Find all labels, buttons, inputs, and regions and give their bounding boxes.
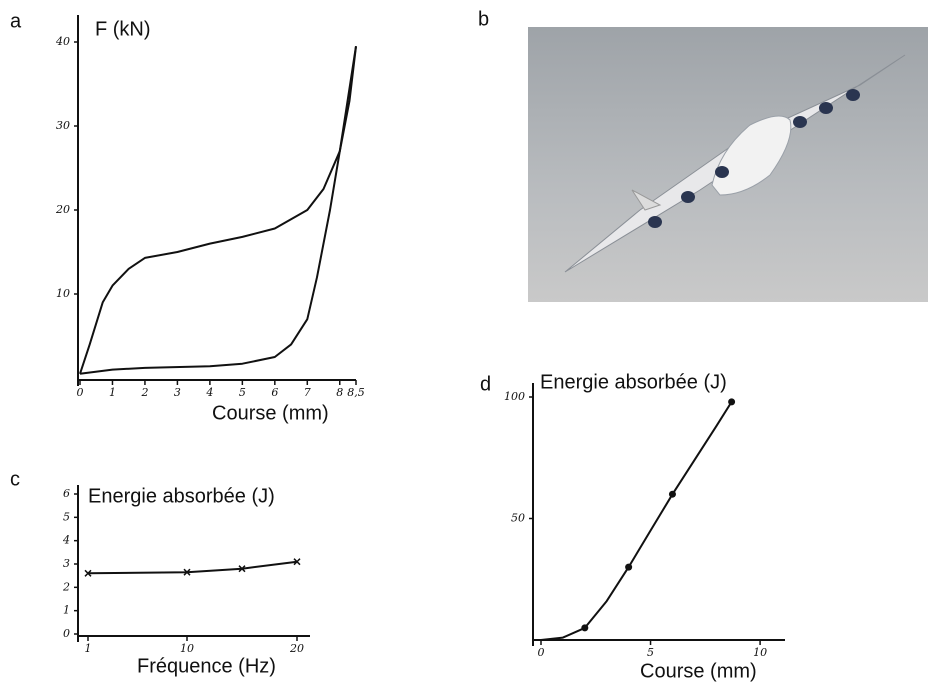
x-tick-label: 5 <box>239 386 246 399</box>
data-line <box>79 46 357 375</box>
x-tick-label: 8,5 <box>347 386 365 399</box>
x-tick-label: 3 <box>174 386 181 399</box>
x-tick-label: 0 <box>538 646 545 659</box>
data-point <box>84 569 92 577</box>
photo-fuselage <box>711 115 792 196</box>
panel-label: d <box>480 373 491 395</box>
panel-label: b <box>478 8 489 30</box>
y-tick-label: 3 <box>63 557 70 570</box>
y-tick-label: 6 <box>63 487 70 500</box>
panel-label: a <box>10 10 22 32</box>
data-point <box>238 565 246 573</box>
photo-engine <box>715 166 729 178</box>
x-tick-label: 20 <box>289 642 304 655</box>
x-tick-label: 5 <box>647 646 654 659</box>
data-point <box>728 398 736 406</box>
y-tick-label: 1 <box>63 604 70 617</box>
y-tick-label: 50 <box>511 512 525 525</box>
photo-engine <box>793 116 807 128</box>
data-point <box>668 490 676 498</box>
x-tick-label: 6 <box>271 386 278 399</box>
x-tick-label: 10 <box>753 646 767 659</box>
panel-label: c <box>10 468 20 490</box>
data-point <box>625 563 633 571</box>
x-tick-label: 10 <box>180 642 194 655</box>
x-tick-label: 7 <box>304 386 311 399</box>
x-tick-label: 0 <box>77 386 84 399</box>
y-tick-label: 0 <box>63 627 70 640</box>
photo-engine <box>681 191 695 203</box>
y-tick-label: 10 <box>56 287 70 300</box>
y-tick-label: 2 <box>62 580 70 593</box>
y-axis-title: Energie absorbée (J) <box>88 485 275 507</box>
data-line <box>87 560 298 575</box>
y-tick-label: 4 <box>62 534 70 547</box>
x-axis-title: Course (mm) <box>212 402 329 424</box>
photo-engine <box>648 216 662 228</box>
x-tick-label: 1 <box>109 386 116 399</box>
photo-engine <box>846 89 860 101</box>
data-line <box>79 46 357 375</box>
x-axis-title: Course (mm) <box>640 660 757 682</box>
x-tick-label: 1 <box>85 642 92 655</box>
data-line <box>540 401 733 641</box>
x-axis-title: Fréquence (Hz) <box>137 655 276 677</box>
data-point <box>293 558 301 566</box>
y-axis-title: Energie absorbée (J) <box>540 371 727 393</box>
y-tick-label: 20 <box>55 203 70 216</box>
y-axis-title: F (kN) <box>95 18 151 40</box>
photo-engine <box>819 102 833 114</box>
y-tick-label: 5 <box>63 510 70 523</box>
photo-tail <box>631 189 662 211</box>
x-tick-label: 8 <box>336 386 343 399</box>
x-tick-label: 4 <box>205 386 213 399</box>
data-point <box>183 568 191 576</box>
y-tick-label: 30 <box>56 119 70 132</box>
x-tick-label: 2 <box>140 386 148 399</box>
data-point <box>581 624 589 632</box>
y-tick-label: 100 <box>504 390 525 403</box>
y-tick-label: 40 <box>55 35 70 48</box>
